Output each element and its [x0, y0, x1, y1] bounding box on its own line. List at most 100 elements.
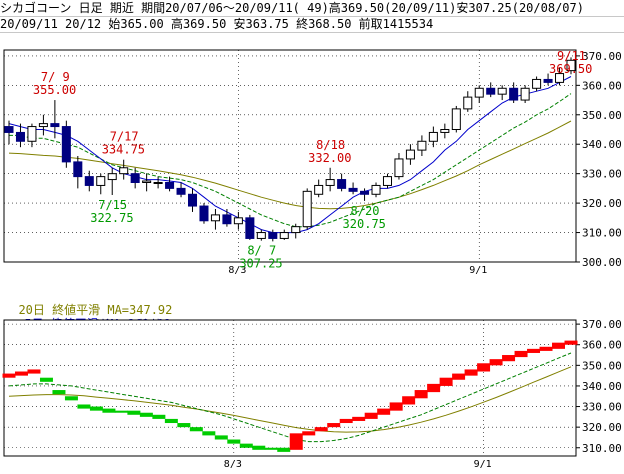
candle-body-35	[405, 149, 415, 160]
candle-19	[222, 209, 232, 227]
candle-body-27	[314, 184, 324, 195]
candle-37	[428, 126, 438, 148]
brick-30	[377, 408, 391, 415]
annotation-date-4: 8/18	[316, 138, 345, 152]
brick-24	[302, 431, 316, 436]
candle-49	[566, 57, 576, 75]
ytick-label-bottom-1: 320.00	[582, 421, 622, 434]
brick-7	[89, 406, 103, 411]
candle-body-5	[61, 126, 71, 163]
candle-body-22	[256, 232, 266, 239]
candle-body-42	[486, 87, 496, 95]
candle-45	[520, 85, 530, 103]
brick-13	[164, 418, 178, 424]
ytick-label-top-0: 300.00	[582, 256, 622, 269]
brick-17	[214, 435, 228, 440]
candle-body-44	[509, 87, 519, 101]
ytick-label-top-6: 360.00	[582, 79, 622, 92]
candle-34	[394, 153, 404, 180]
brick-23	[289, 433, 303, 450]
candle-33	[382, 173, 393, 189]
brick-16	[202, 431, 216, 436]
candle-body-26	[302, 190, 312, 228]
brick-15	[189, 427, 203, 432]
candle-40	[463, 91, 473, 112]
candle-body-11	[130, 173, 140, 184]
candle-body-0	[4, 126, 14, 133]
candle-body-15	[176, 187, 186, 195]
legend-ma10: 10日 終値平滑 MA=357.23	[24, 78, 179, 92]
brick-21	[264, 447, 278, 450]
candle-body-13	[153, 182, 163, 184]
brick-1	[14, 371, 28, 376]
candle-body-1	[15, 131, 25, 142]
candle-body-21	[245, 217, 255, 239]
ma20-line-top	[8, 120, 572, 210]
ytick-label-bottom-4: 350.00	[582, 359, 622, 372]
candle-15	[176, 182, 186, 198]
candle-body-37	[428, 131, 438, 142]
brick-44	[552, 342, 566, 349]
candle-body-36	[417, 140, 427, 151]
candle-body-32	[371, 184, 381, 195]
annotation-value-4: 332.00	[308, 151, 351, 165]
candle-body-6	[73, 161, 83, 178]
brick-28	[352, 416, 366, 421]
brick-43	[539, 346, 553, 351]
ytick-label-bottom-2: 330.00	[582, 401, 622, 414]
brick-36	[452, 373, 466, 380]
candle-8	[96, 173, 106, 195]
candle-43	[497, 85, 507, 101]
candle-13	[153, 176, 163, 189]
annotation-value-1: 334.75	[102, 143, 145, 157]
ytick-label-top-5: 350.00	[582, 109, 622, 122]
candle-body-24	[279, 232, 289, 239]
candle-body-30	[348, 187, 358, 192]
brick-45	[564, 340, 578, 345]
candle-24	[279, 229, 289, 240]
candle-body-17	[199, 205, 209, 222]
candle-26	[302, 188, 312, 230]
kagi-reversal: 転換値 : 356.75	[48, 360, 150, 374]
annotation-date-3: 8/ 7	[247, 244, 276, 258]
candle-0	[4, 120, 14, 145]
legend-ma20: 20日 終値平滑 MA=347.92	[18, 50, 173, 64]
annotation-date-6: 9/11	[557, 49, 586, 63]
candle-35	[405, 144, 415, 165]
brick-20	[252, 445, 266, 450]
brick-5	[64, 396, 78, 401]
kagi-status: 陽転中	[48, 332, 85, 346]
candle-18	[210, 209, 220, 230]
kagi-info: 3段抜き新値足 (終値)=363.02 陽転中 20 手目 転換値 : 356.…	[30, 304, 219, 374]
candle-body-12	[142, 180, 152, 183]
candle-body-41	[474, 87, 484, 98]
chart-title: シカゴコーン 日足 期近 期間20/07/06～20/09/11( 49)高36…	[0, 0, 624, 17]
candle-17	[199, 203, 209, 224]
candle-body-18	[210, 214, 220, 222]
candle-3	[38, 114, 48, 136]
legend-top: 20日 終値平滑 MA=347.92 5日 終値平滑 MA=363.02 10日…	[4, 36, 178, 92]
xtick-label-bottom-1: 9/1	[474, 459, 492, 470]
candle-body-48	[555, 73, 565, 83]
brick-8	[102, 408, 116, 413]
brick-4	[52, 390, 66, 395]
candle-22	[256, 229, 266, 241]
brick-40	[502, 355, 516, 362]
brick-39	[489, 359, 503, 366]
brick-0	[2, 373, 16, 378]
candle-body-39	[451, 108, 461, 130]
candle-body-46	[532, 78, 542, 89]
ytick-label-top-2: 320.00	[582, 197, 622, 210]
candle-body-25	[291, 226, 301, 234]
candle-body-34	[394, 158, 404, 178]
candle-28	[325, 167, 335, 192]
kagi-count: 20 手目	[50, 346, 97, 360]
candle-body-16	[187, 193, 198, 207]
ytick-label-bottom-0: 310.00	[582, 442, 622, 455]
ma-slow-line-bottom	[8, 366, 572, 433]
brick-27	[339, 418, 353, 424]
candle-16	[187, 188, 198, 212]
brick-26	[327, 423, 341, 428]
candle-14	[165, 176, 175, 192]
candle-body-43	[497, 87, 507, 95]
